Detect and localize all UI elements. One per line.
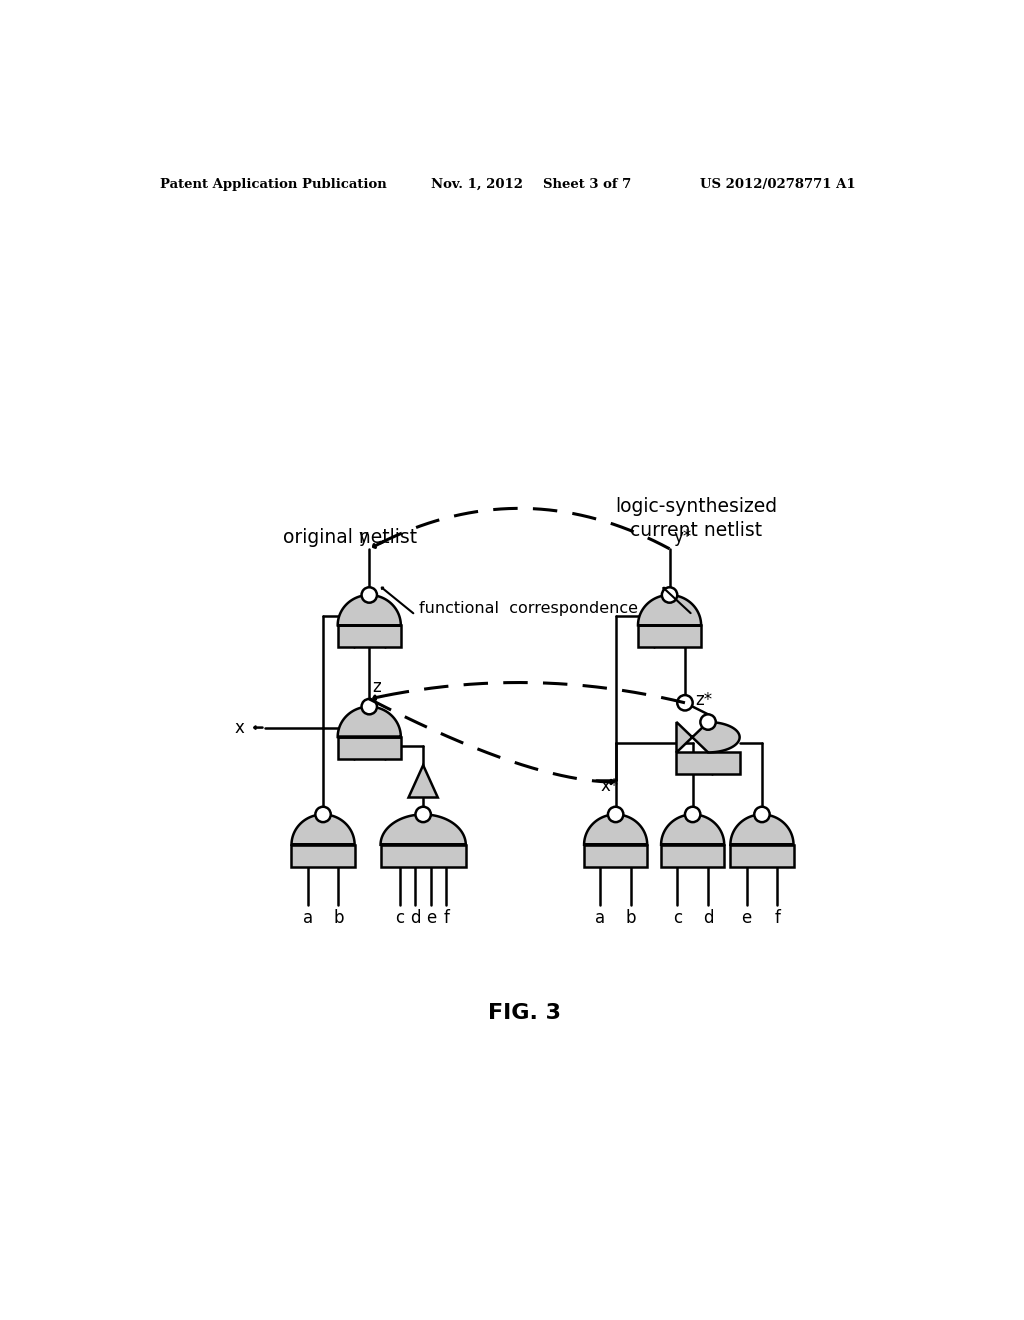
Text: d: d — [702, 909, 714, 927]
Text: a: a — [303, 909, 312, 927]
Text: f: f — [774, 909, 780, 927]
Circle shape — [416, 807, 431, 822]
Circle shape — [662, 587, 677, 603]
Polygon shape — [338, 706, 400, 737]
Text: functional  correspondence: functional correspondence — [419, 602, 638, 616]
Text: FIG. 3: FIG. 3 — [488, 1003, 561, 1023]
Text: e: e — [741, 909, 752, 927]
Polygon shape — [338, 626, 400, 647]
Circle shape — [361, 700, 377, 714]
Text: y*: y* — [674, 528, 691, 545]
Polygon shape — [338, 737, 400, 759]
Polygon shape — [638, 626, 701, 647]
Text: f: f — [443, 909, 450, 927]
Text: c: c — [395, 909, 404, 927]
Text: Sheet 3 of 7: Sheet 3 of 7 — [543, 178, 631, 190]
Polygon shape — [381, 845, 466, 867]
Circle shape — [315, 807, 331, 822]
Polygon shape — [730, 845, 794, 867]
Text: US 2012/0278771 A1: US 2012/0278771 A1 — [700, 178, 856, 190]
Text: original netlist: original netlist — [283, 528, 417, 548]
Circle shape — [685, 807, 700, 822]
Polygon shape — [730, 814, 794, 845]
Text: z: z — [373, 678, 381, 696]
Polygon shape — [677, 722, 739, 752]
Polygon shape — [662, 814, 724, 845]
Circle shape — [361, 587, 377, 603]
Polygon shape — [584, 845, 647, 867]
Text: Patent Application Publication: Patent Application Publication — [160, 178, 387, 190]
Circle shape — [755, 807, 770, 822]
Text: b: b — [333, 909, 344, 927]
Polygon shape — [409, 766, 438, 797]
Polygon shape — [677, 752, 739, 775]
Circle shape — [700, 714, 716, 730]
Text: d: d — [411, 909, 421, 927]
Text: c: c — [673, 909, 682, 927]
Polygon shape — [292, 814, 354, 845]
Polygon shape — [584, 814, 647, 845]
Circle shape — [608, 807, 624, 822]
Text: z*: z* — [695, 692, 713, 709]
Text: b: b — [626, 909, 636, 927]
Text: x: x — [234, 718, 245, 737]
Polygon shape — [381, 814, 466, 845]
Text: Nov. 1, 2012: Nov. 1, 2012 — [431, 178, 523, 190]
Polygon shape — [662, 845, 724, 867]
Circle shape — [677, 696, 692, 710]
Text: a: a — [595, 909, 605, 927]
Text: y: y — [358, 528, 368, 545]
Text: logic-synthesized
current netlist: logic-synthesized current netlist — [615, 498, 777, 540]
Polygon shape — [338, 595, 400, 626]
Text: x*: x* — [600, 777, 618, 795]
Text: e: e — [426, 909, 436, 927]
Polygon shape — [638, 595, 701, 626]
Polygon shape — [292, 845, 354, 867]
